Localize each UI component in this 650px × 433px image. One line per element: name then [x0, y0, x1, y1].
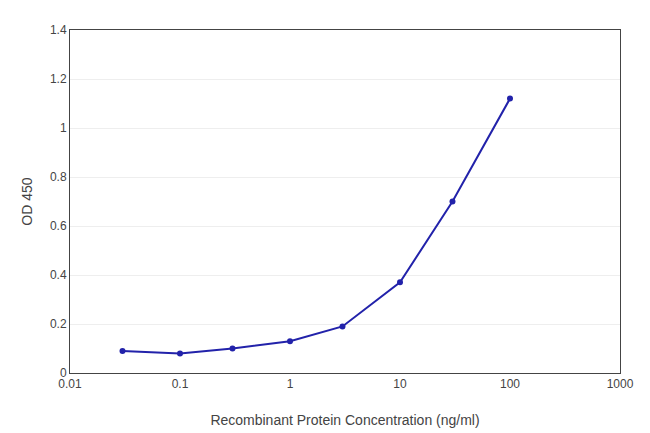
- svg-text:0.8: 0.8: [50, 170, 67, 184]
- svg-text:1000: 1000: [607, 377, 634, 391]
- svg-text:OD 450: OD 450: [19, 177, 35, 225]
- svg-text:0.1: 0.1: [172, 377, 189, 391]
- svg-text:0.4: 0.4: [50, 268, 67, 282]
- svg-text:0.2: 0.2: [50, 317, 67, 331]
- svg-text:1: 1: [287, 377, 294, 391]
- svg-text:1: 1: [60, 121, 67, 135]
- svg-text:Recombinant Protein Concentrat: Recombinant Protein Concentration (ng/ml…: [210, 412, 479, 428]
- svg-text:1.4: 1.4: [50, 23, 67, 37]
- svg-text:100: 100: [500, 377, 520, 391]
- svg-text:0.6: 0.6: [50, 219, 67, 233]
- svg-text:0: 0: [60, 366, 67, 380]
- svg-text:1.2: 1.2: [50, 72, 67, 86]
- svg-text:0.01: 0.01: [58, 377, 82, 391]
- svg-text:10: 10: [393, 377, 407, 391]
